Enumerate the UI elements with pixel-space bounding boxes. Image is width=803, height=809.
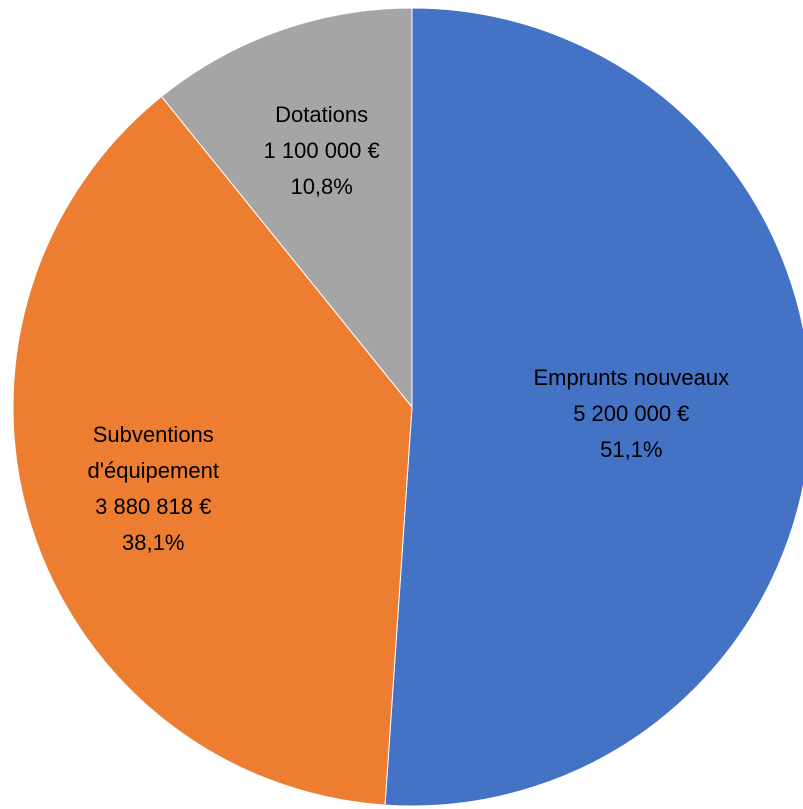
percentage-label: 38,1% — [122, 529, 185, 555]
value-label: 5 200 000 € — [573, 401, 690, 427]
pie-slice — [12, 95, 413, 806]
value-label: 3 880 818 € — [95, 493, 212, 519]
slice-label: Dotations 1 100 000 € 10,8% — [207, 97, 437, 205]
pie-slice — [160, 7, 413, 409]
pie-slice — [384, 7, 803, 807]
category-label: Emprunts nouveaux — [533, 365, 730, 391]
slice-label: Emprunts nouveaux 5 200 000 € 51,1% — [516, 360, 746, 468]
category-label: Dotations — [275, 102, 369, 128]
percentage-label: 10,8% — [290, 174, 353, 200]
value-label: 1 100 000 € — [263, 138, 380, 164]
slice-label: Subventions d'équipement 3 880 818 € 38,1% — [38, 417, 268, 561]
category-label: Subventions d'équipement — [87, 421, 219, 483]
percentage-label: 51,1% — [600, 437, 663, 463]
